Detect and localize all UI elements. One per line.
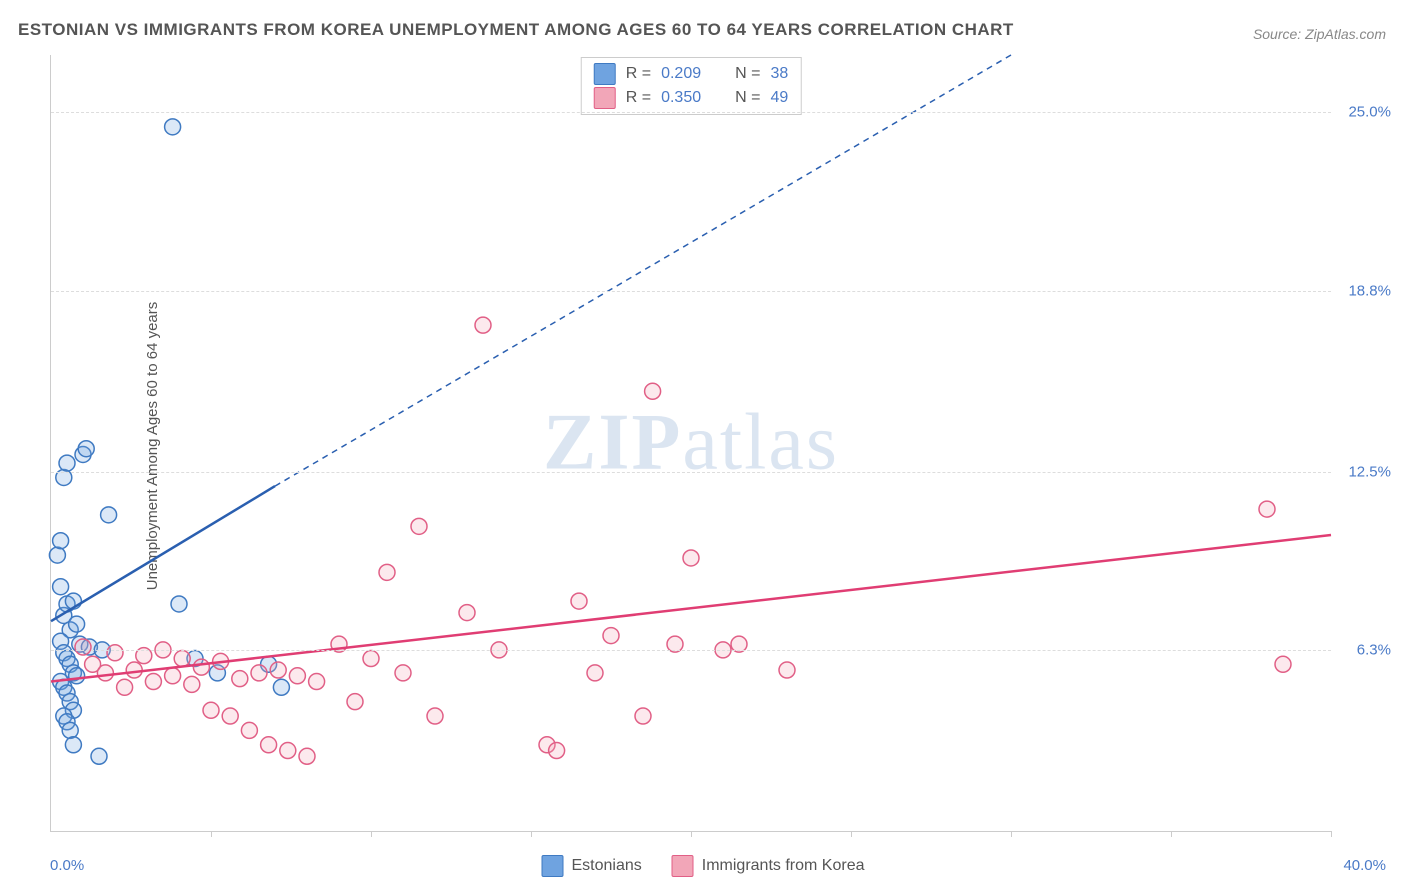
data-point bbox=[549, 743, 565, 759]
data-point bbox=[1275, 656, 1291, 672]
data-point bbox=[101, 507, 117, 523]
data-point bbox=[65, 737, 81, 753]
data-point bbox=[222, 708, 238, 724]
data-point bbox=[59, 455, 75, 471]
data-point bbox=[571, 593, 587, 609]
legend-swatch bbox=[594, 87, 616, 109]
data-point bbox=[475, 317, 491, 333]
gridline bbox=[51, 112, 1331, 113]
legend-series-label: Estonians bbox=[572, 857, 642, 875]
data-point bbox=[97, 665, 113, 681]
data-point bbox=[299, 748, 315, 764]
legend-swatch bbox=[672, 855, 694, 877]
data-point bbox=[241, 722, 257, 738]
y-tick-label: 12.5% bbox=[1348, 463, 1391, 480]
legend-r-label: R = bbox=[626, 62, 651, 86]
data-point bbox=[309, 674, 325, 690]
data-point bbox=[427, 708, 443, 724]
legend-n-value: 38 bbox=[770, 62, 788, 86]
x-tick bbox=[1171, 831, 1172, 837]
legend-stat-row: R = 0.209 N = 38 bbox=[594, 62, 789, 86]
trend-line bbox=[51, 486, 275, 621]
data-point bbox=[184, 676, 200, 692]
data-point bbox=[645, 383, 661, 399]
legend-n-label: N = bbox=[735, 62, 760, 86]
legend-swatch bbox=[594, 63, 616, 85]
series-legend: Estonians Immigrants from Korea bbox=[542, 855, 865, 877]
data-point bbox=[273, 679, 289, 695]
legend-r-value: 0.350 bbox=[661, 86, 701, 110]
y-tick-label: 25.0% bbox=[1348, 104, 1391, 121]
legend-r-label: R = bbox=[626, 86, 651, 110]
data-point bbox=[165, 119, 181, 135]
legend-item: Estonians bbox=[542, 855, 642, 877]
data-point bbox=[379, 564, 395, 580]
gridline bbox=[51, 291, 1331, 292]
x-tick bbox=[531, 831, 532, 837]
x-tick bbox=[1011, 831, 1012, 837]
data-point bbox=[587, 665, 603, 681]
legend-n-label: N = bbox=[735, 86, 760, 110]
data-point bbox=[165, 668, 181, 684]
data-point bbox=[603, 628, 619, 644]
legend-n-value: 49 bbox=[770, 86, 788, 110]
data-point bbox=[78, 441, 94, 457]
chart-svg bbox=[51, 55, 1331, 831]
y-tick-label: 6.3% bbox=[1357, 641, 1391, 658]
gridline bbox=[51, 650, 1331, 651]
data-point bbox=[347, 694, 363, 710]
data-point bbox=[1259, 501, 1275, 517]
data-point bbox=[251, 665, 267, 681]
data-point bbox=[459, 605, 475, 621]
x-axis-min-label: 0.0% bbox=[50, 857, 84, 874]
data-point bbox=[145, 674, 161, 690]
data-point bbox=[69, 616, 85, 632]
data-point bbox=[193, 659, 209, 675]
legend-stat-row: R = 0.350 N = 49 bbox=[594, 86, 789, 110]
data-point bbox=[280, 743, 296, 759]
data-point bbox=[261, 737, 277, 753]
x-tick bbox=[851, 831, 852, 837]
data-point bbox=[62, 722, 78, 738]
x-tick bbox=[371, 831, 372, 837]
data-point bbox=[126, 662, 142, 678]
plot-area: ZIPatlas R = 0.209 N = 38 R = 0.350 N = … bbox=[50, 55, 1331, 832]
chart-title: ESTONIAN VS IMMIGRANTS FROM KOREA UNEMPL… bbox=[18, 20, 1014, 40]
data-point bbox=[289, 668, 305, 684]
data-point bbox=[91, 748, 107, 764]
data-point bbox=[363, 651, 379, 667]
legend-swatch bbox=[542, 855, 564, 877]
trend-line-extrapolated bbox=[275, 55, 1011, 486]
y-tick-label: 18.8% bbox=[1348, 282, 1391, 299]
correlation-legend: R = 0.209 N = 38 R = 0.350 N = 49 bbox=[581, 57, 802, 115]
data-point bbox=[395, 665, 411, 681]
data-point bbox=[270, 662, 286, 678]
legend-item: Immigrants from Korea bbox=[672, 855, 865, 877]
data-point bbox=[69, 668, 85, 684]
data-point bbox=[232, 671, 248, 687]
data-point bbox=[203, 702, 219, 718]
data-point bbox=[49, 547, 65, 563]
legend-series-label: Immigrants from Korea bbox=[702, 857, 865, 875]
data-point bbox=[683, 550, 699, 566]
x-tick bbox=[211, 831, 212, 837]
data-point bbox=[107, 645, 123, 661]
data-point bbox=[117, 679, 133, 695]
x-tick bbox=[691, 831, 692, 837]
x-tick bbox=[1331, 831, 1332, 837]
data-point bbox=[75, 639, 91, 655]
source-attribution: Source: ZipAtlas.com bbox=[1253, 26, 1386, 42]
data-point bbox=[171, 596, 187, 612]
data-point bbox=[174, 651, 190, 667]
data-point bbox=[779, 662, 795, 678]
legend-r-value: 0.209 bbox=[661, 62, 701, 86]
gridline bbox=[51, 472, 1331, 473]
data-point bbox=[53, 533, 69, 549]
x-axis-max-label: 40.0% bbox=[1343, 857, 1386, 874]
data-point bbox=[53, 579, 69, 595]
data-point bbox=[411, 518, 427, 534]
data-point bbox=[635, 708, 651, 724]
